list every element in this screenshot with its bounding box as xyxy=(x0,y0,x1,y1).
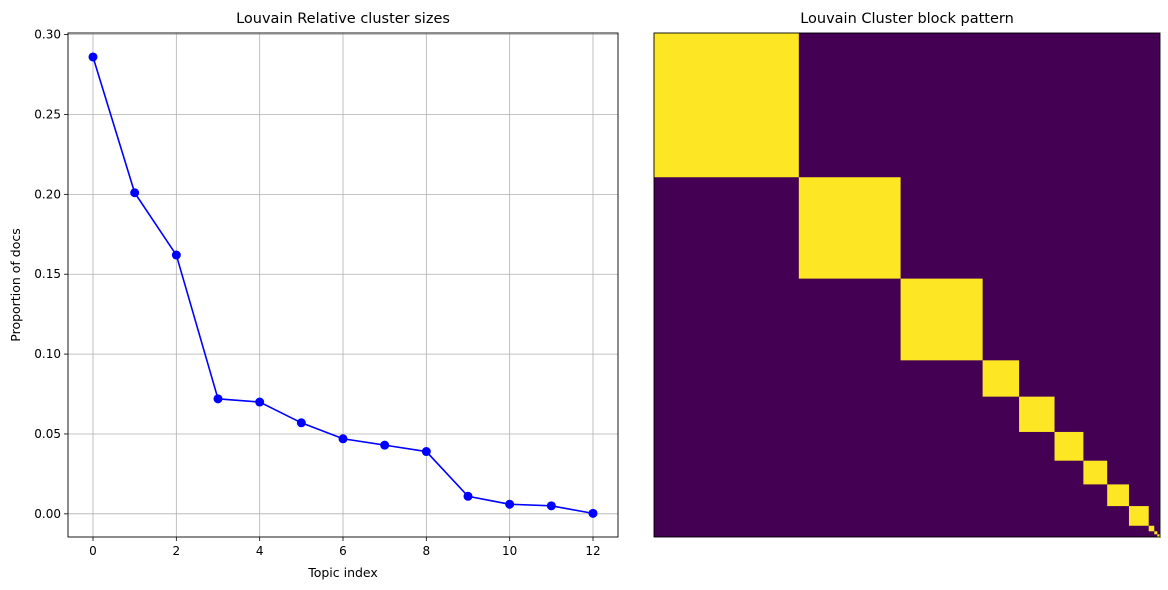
x-axis-label: Topic index xyxy=(307,565,378,580)
y-tick-label: 0.30 xyxy=(34,28,61,42)
data-point xyxy=(213,394,223,404)
heatmap-blocks xyxy=(654,33,1162,539)
data-point xyxy=(546,501,556,511)
y-tick-label: 0.10 xyxy=(34,347,61,361)
cluster-block xyxy=(1128,506,1149,526)
line-chart-title: Louvain Relative cluster sizes xyxy=(236,11,450,27)
x-tick-label: 0 xyxy=(89,544,97,558)
x-tick-label: 6 xyxy=(339,544,347,558)
cluster-block xyxy=(654,33,799,178)
data-point xyxy=(380,440,390,450)
cluster-block xyxy=(900,278,983,361)
heatmap-chart: Louvain Cluster block pattern xyxy=(653,11,1162,539)
series-markers xyxy=(88,52,598,518)
data-point xyxy=(296,418,306,428)
cluster-block xyxy=(982,360,1020,397)
plot-frame xyxy=(67,32,619,538)
line-chart: Louvain Relative cluster sizes 0 2 4 6 8 10 12… xyxy=(8,11,619,580)
cluster-block xyxy=(1054,431,1084,461)
y-tick-label: 0.05 xyxy=(34,427,61,441)
data-point xyxy=(88,52,98,62)
x-tick-label: 4 xyxy=(256,544,264,558)
tick-labels: 0 2 4 6 8 10 12 0.00 0.05 0.10 0.15 0.20 0.25 0.30 xyxy=(34,28,600,558)
data-point xyxy=(171,250,181,260)
data-point xyxy=(588,508,598,518)
y-tick-label: 0.25 xyxy=(34,107,61,121)
cluster-block xyxy=(1157,534,1160,537)
y-axis-label: Proportion of docs xyxy=(8,228,23,341)
x-tick-label: 8 xyxy=(423,544,431,558)
y-tick-label: 0.15 xyxy=(34,267,61,281)
cluster-block xyxy=(1019,396,1055,432)
cluster-block xyxy=(798,177,901,279)
heatmap-title: Louvain Cluster block pattern xyxy=(800,11,1014,27)
data-point xyxy=(505,499,515,509)
x-tick-label: 12 xyxy=(585,544,600,558)
data-point xyxy=(421,447,431,457)
y-tick-label: 0.00 xyxy=(34,507,61,521)
data-point xyxy=(130,188,140,198)
cluster-block xyxy=(1148,525,1155,532)
x-tick-label: 10 xyxy=(502,544,517,558)
x-tick-label: 2 xyxy=(173,544,181,558)
y-tick-label: 0.20 xyxy=(34,187,61,201)
grid-lines xyxy=(68,33,618,537)
data-point xyxy=(338,434,348,444)
data-point xyxy=(463,491,473,501)
cluster-block xyxy=(1107,484,1129,507)
data-point xyxy=(255,397,265,407)
heatmap-frame xyxy=(653,32,1161,538)
cluster-block xyxy=(1083,460,1108,485)
cluster-block xyxy=(1154,531,1158,535)
